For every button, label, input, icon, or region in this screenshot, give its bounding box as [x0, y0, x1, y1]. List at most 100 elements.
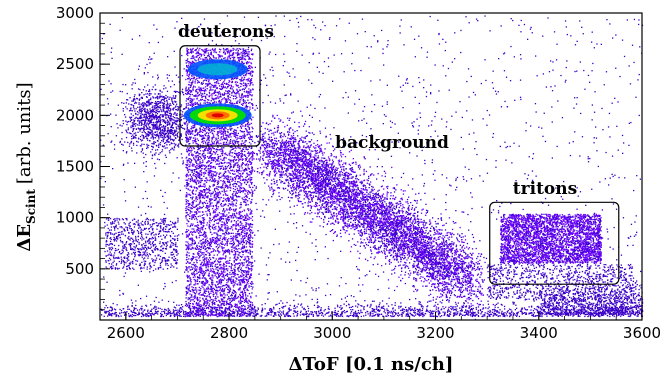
density-point — [348, 22, 350, 24]
density-point — [232, 185, 235, 187]
density-point — [284, 305, 287, 307]
density-point — [203, 246, 205, 248]
density-point — [379, 302, 381, 304]
density-point — [383, 114, 386, 116]
density-point — [124, 200, 127, 202]
density-point — [601, 237, 604, 239]
density-point — [208, 43, 210, 45]
density-point — [369, 306, 371, 308]
density-point — [480, 311, 483, 313]
density-point — [226, 244, 228, 247]
density-point — [286, 301, 288, 304]
density-point — [517, 312, 519, 315]
density-point — [328, 315, 330, 317]
density-point — [561, 308, 563, 310]
density-point — [399, 314, 401, 316]
density-point — [213, 293, 215, 295]
density-point — [246, 228, 248, 230]
density-point — [504, 312, 506, 314]
density-point — [206, 295, 208, 297]
density-point — [308, 314, 310, 316]
density-point — [228, 296, 230, 298]
density-point — [448, 301, 450, 303]
density-point — [474, 314, 476, 316]
density-point — [144, 190, 147, 193]
density-point — [157, 41, 159, 44]
density-point — [405, 212, 407, 214]
density-point — [196, 219, 198, 221]
density-point — [477, 20, 479, 22]
density-point — [504, 308, 506, 310]
density-point — [205, 189, 207, 191]
density-point — [233, 213, 236, 215]
density-point — [310, 313, 313, 316]
density-point — [247, 252, 249, 254]
density-point — [297, 303, 299, 305]
density-point — [499, 145, 501, 148]
density-point — [173, 310, 175, 312]
density-point — [145, 304, 147, 306]
density-point — [254, 234, 256, 236]
density-point — [595, 137, 598, 139]
density-point — [220, 96, 222, 98]
density-point — [611, 173, 613, 175]
density-point — [280, 314, 283, 316]
density-point — [504, 141, 506, 143]
density-point — [224, 308, 226, 310]
density-point — [216, 263, 218, 265]
density-point — [540, 308, 542, 310]
density-point — [520, 19, 522, 22]
density-point — [215, 101, 217, 103]
density-point — [247, 314, 249, 316]
density-point — [536, 309, 539, 311]
density-point — [211, 265, 214, 268]
density-point — [233, 173, 235, 175]
density-point — [186, 251, 188, 253]
density-point — [242, 95, 244, 97]
density-point — [215, 286, 217, 288]
density-point — [489, 313, 492, 315]
density-point — [584, 315, 586, 318]
density-point — [497, 302, 499, 304]
density-point — [544, 140, 547, 143]
density-point — [144, 309, 146, 311]
density-point — [244, 100, 246, 102]
density-point — [578, 315, 580, 317]
density-point — [523, 307, 526, 309]
density-point — [236, 303, 238, 305]
density-point — [446, 177, 448, 179]
density-point — [196, 138, 198, 140]
density-point — [386, 103, 388, 105]
density-point — [371, 300, 374, 302]
density-point — [541, 127, 543, 129]
density-point — [319, 93, 322, 96]
density-point — [140, 151, 142, 153]
density-point — [245, 246, 248, 248]
density-point — [474, 148, 476, 150]
density-point — [110, 51, 112, 53]
density-point — [426, 310, 429, 312]
density-point — [277, 311, 279, 313]
density-point — [150, 93, 152, 95]
density-point — [501, 313, 503, 315]
density-point — [167, 310, 169, 312]
density-point — [387, 305, 390, 307]
density-point — [434, 111, 437, 113]
density-point — [423, 87, 425, 89]
density-point — [245, 86, 248, 88]
density-point — [581, 136, 584, 138]
density-point — [621, 313, 623, 315]
density-point — [254, 109, 256, 111]
density-point — [574, 97, 576, 99]
density-point — [243, 91, 245, 93]
density-point — [622, 152, 624, 154]
density-point — [314, 27, 317, 29]
density-point — [191, 77, 193, 80]
density-point — [506, 315, 508, 317]
density-point — [488, 311, 491, 313]
density-point — [455, 189, 457, 191]
density-point — [568, 142, 571, 144]
density-point — [520, 31, 522, 33]
density-point — [202, 307, 204, 309]
density-point — [210, 314, 212, 316]
